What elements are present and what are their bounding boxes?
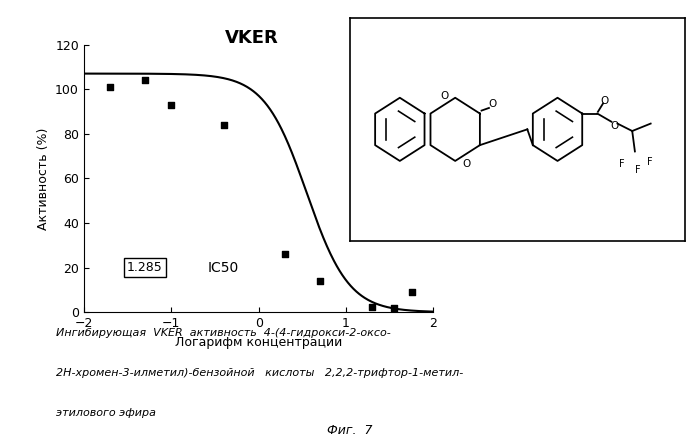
Text: VKER: VKER <box>225 29 278 47</box>
Point <box>366 303 377 310</box>
Point <box>166 101 177 108</box>
Text: O: O <box>600 95 609 106</box>
Point <box>279 251 291 258</box>
Point <box>218 121 229 128</box>
Text: Фиг.  7: Фиг. 7 <box>326 424 373 437</box>
Text: O: O <box>610 121 618 131</box>
X-axis label: Логарифм концентрации: Логарифм концентрации <box>175 336 343 349</box>
Text: O: O <box>463 159 471 169</box>
Point <box>139 77 151 84</box>
Text: F: F <box>647 157 653 167</box>
Text: O: O <box>488 99 496 109</box>
Text: 1.285: 1.285 <box>127 261 163 274</box>
Point <box>406 289 417 296</box>
Text: IC50: IC50 <box>208 260 239 275</box>
Point <box>105 83 116 91</box>
Text: F: F <box>619 160 624 169</box>
Text: 2Н-хромен-3-илметил)-бензойной   кислоты   2,2,2-трифтор-1-метил-: 2Н-хромен-3-илметил)-бензойной кислоты 2… <box>56 368 463 378</box>
Point <box>315 277 326 285</box>
Text: F: F <box>635 165 640 175</box>
Y-axis label: Активность (%): Активность (%) <box>36 127 50 230</box>
Point <box>389 304 400 311</box>
Text: Ингибирующая  VKER  активность  4-(4-гидрокси-2-оксо-: Ингибирующая VKER активность 4-(4-гидрок… <box>56 328 391 338</box>
Text: этилового эфира: этилового эфира <box>56 408 156 418</box>
Text: O: O <box>440 91 449 101</box>
